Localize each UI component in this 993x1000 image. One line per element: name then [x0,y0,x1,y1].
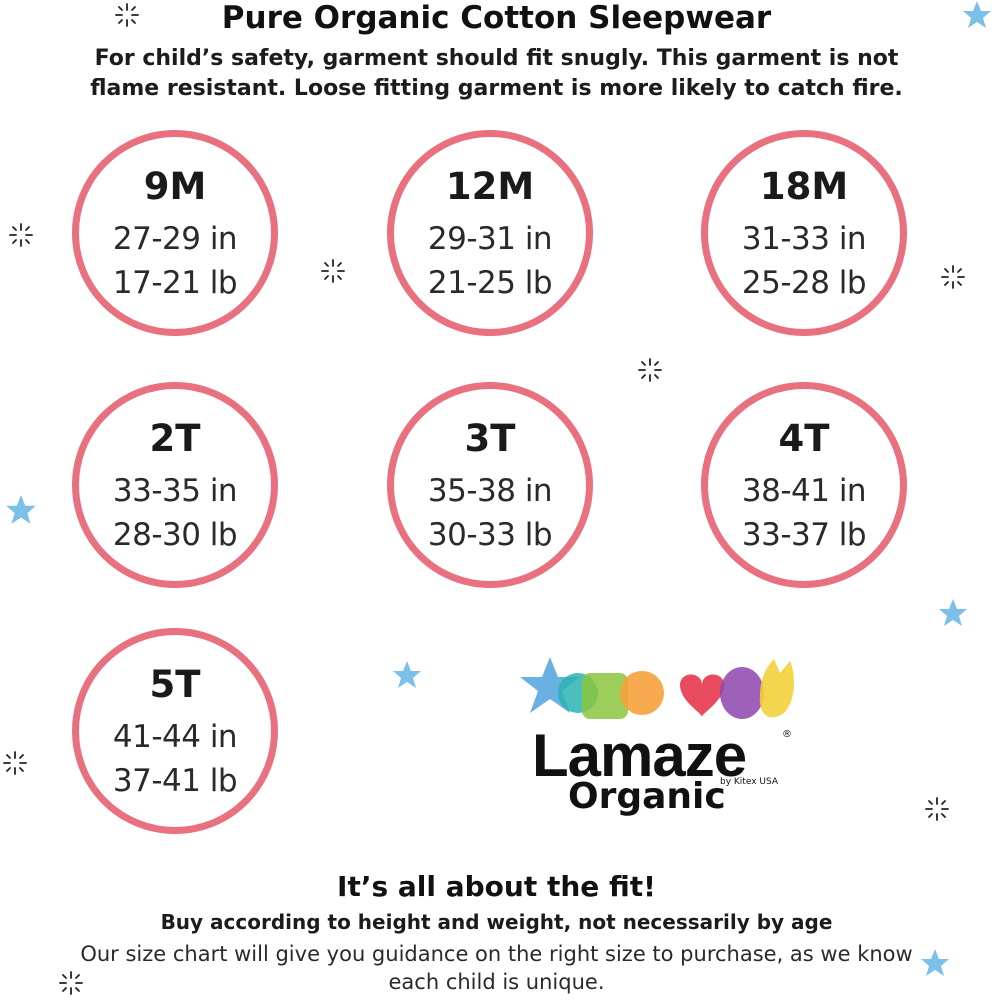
sparkle-icon [925,797,949,821]
fit-heading: It’s all about the fit! [337,870,656,903]
height-range: 27-29 in [112,221,238,257]
logo-green-shape [582,673,628,719]
logo-orange-flower [620,671,664,715]
weight-range: 17-21 lb [112,265,238,301]
sparkle-icon [9,223,33,247]
sparkle-icon [59,971,83,995]
height-range: 41-44 in [112,719,238,755]
size-label: 5T [149,663,201,706]
size-label: 18M [759,165,849,208]
size-circle-18m: 18M 31-33 in 25-28 lb [701,130,907,336]
size-label: 12M [445,165,535,208]
logo-shapes-icon [520,657,794,719]
sparkle-icon [321,259,345,283]
size-label: 4T [778,417,830,460]
blue-star-icon [921,949,949,976]
sparkle-icon [941,265,965,289]
height-range: 33-35 in [112,473,238,509]
weight-range: 33-37 lb [741,517,867,553]
blue-star-icon [6,495,36,524]
sparkle-icon [115,3,139,27]
size-circle-4t: 4T 38-41 in 33-37 lb [701,382,907,588]
size-circle-3t: 3T 35-38 in 30-33 lb [387,382,593,588]
logo-brand-name: Lamaze [532,722,747,789]
safety-warning: For child’s safety, garment should fit s… [90,46,903,101]
height-range: 35-38 in [427,473,553,509]
blue-star-icon [393,661,421,688]
size-label: 3T [464,417,516,460]
blue-star-icon [939,599,967,626]
sparkle-icon [638,358,662,382]
lamaze-organic-logo: Lamaze ® by Kitex USA Organic [520,655,800,835]
weight-range: 25-28 lb [741,265,867,301]
weight-range: 30-33 lb [427,517,553,553]
size-circle-5t: 5T 41-44 in 37-41 lb [72,628,278,834]
weight-range: 28-30 lb [112,517,238,553]
height-range: 38-41 in [741,473,867,509]
height-range: 31-33 in [741,221,867,257]
size-circle-2t: 2T 33-35 in 28-30 lb [72,382,278,588]
logo-purple-shape [720,667,764,719]
logo-yellow-shape [759,659,794,718]
size-label: 2T [149,417,201,460]
logo-organic-text: Organic [568,776,726,817]
blue-star-icon [963,1,991,28]
size-label: 9M [143,165,207,208]
page-title: Pure Organic Cotton Sleepwear [221,0,772,36]
size-circle-9m: 9M 27-29 in 17-21 lb [72,130,278,336]
fit-description: Our size chart will give you guidance on… [80,942,913,994]
logo-heart-shape [680,674,724,717]
weight-range: 21-25 lb [427,265,553,301]
fit-subheading: Buy according to height and weight, not … [160,910,833,934]
height-range: 29-31 in [427,221,553,257]
size-circle-12m: 12M 29-31 in 21-25 lb [387,130,593,336]
weight-range: 37-41 lb [112,763,238,799]
registered-mark: ® [782,729,792,740]
logo-byline: by Kitex USA [720,777,779,787]
logo-star-shape [520,657,580,713]
sparkle-icon [3,751,27,775]
